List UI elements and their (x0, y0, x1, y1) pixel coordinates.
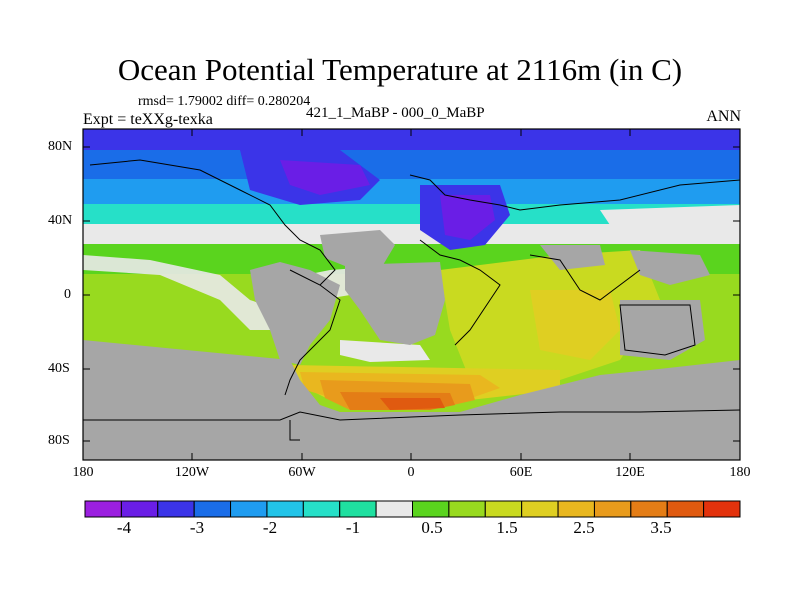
colorbar-label: -3 (189, 518, 205, 537)
lat-tick-label: 0 (64, 287, 71, 302)
colorbar-label: 1.5 (496, 518, 518, 537)
colorbar-label: -4 (116, 518, 132, 537)
colorbar-swatch (412, 500, 450, 518)
colorbar-swatch (557, 500, 595, 518)
colorbar-swatch (630, 500, 668, 518)
colorbar-swatch (448, 500, 486, 518)
colorbar-swatch (302, 500, 341, 518)
colorbar-swatch (120, 500, 159, 518)
colorbar-label: 3.5 (650, 518, 672, 537)
colorbar-label: -2 (262, 518, 278, 537)
colorbar-swatch (84, 500, 122, 518)
lat-tick-label: 40S (48, 361, 70, 376)
map-title: Ocean Potential Temperature at 2116m (in… (117, 52, 683, 87)
experiment-label: Expt = teXXg-texka (83, 111, 213, 128)
colorbar-swatch (339, 500, 377, 518)
stats-line: rmsd= 1.79002 diff= 0.280204 (138, 94, 311, 109)
lon-tick-label: 180 (72, 465, 94, 480)
lon-tick-label: 0 (407, 465, 415, 480)
map-field (83, 129, 740, 460)
lon-tick-label: 120W (174, 465, 210, 480)
colorbar-swatch (157, 500, 195, 518)
lat-tick-label: 80N (48, 139, 73, 154)
colorbar-label: 0.5 (421, 518, 443, 537)
colorbar-label: 2.5 (573, 518, 595, 537)
coastlines (83, 159, 740, 441)
colorbar-label: -1 (345, 518, 361, 537)
colorbar-swatch (266, 500, 304, 518)
colorbar (84, 500, 741, 518)
colorbar-swatch (484, 500, 523, 518)
colorbar-swatch (375, 500, 414, 518)
lat-tick-label: 80S (48, 433, 70, 448)
season-label: ANN (706, 108, 741, 125)
colorbar-swatch (521, 500, 559, 518)
axis-ticks (82, 129, 741, 460)
colorbar-swatch (593, 500, 632, 518)
colorbar-swatch (703, 500, 741, 518)
lon-tick-label: 60W (288, 465, 316, 480)
lon-tick-label: 60E (509, 465, 533, 480)
lon-tick-label: 120E (615, 465, 645, 480)
colorbar-swatch (666, 500, 705, 518)
experiment-difference: 421_1_MaBP - 000_0_MaBP (306, 105, 485, 121)
colorbar-swatch (230, 500, 268, 518)
colorbar-swatch (193, 500, 232, 518)
lat-tick-label: 40N (48, 213, 73, 228)
lon-tick-label: 180 (729, 465, 751, 480)
